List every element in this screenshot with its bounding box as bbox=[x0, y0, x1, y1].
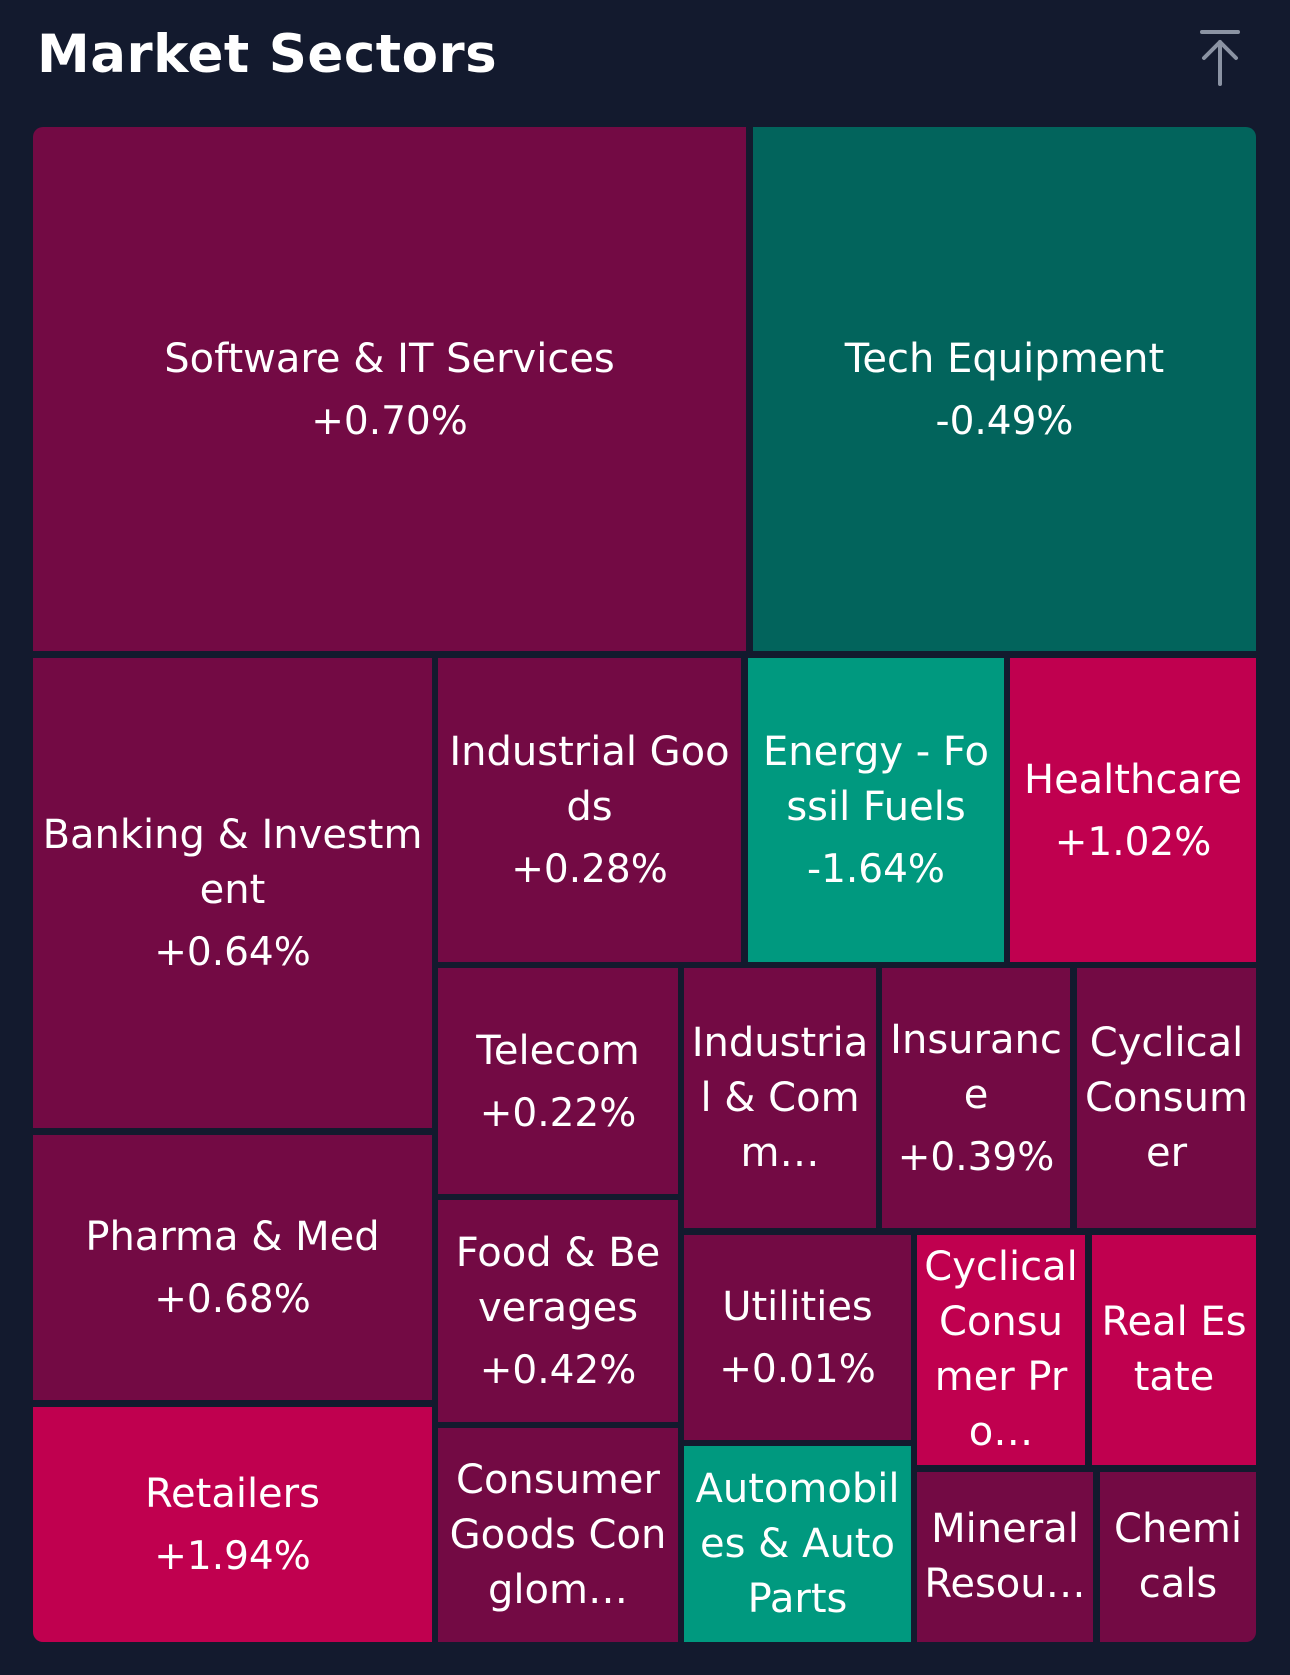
sector-tile-food-beverages[interactable]: Food & Beverages +0.42% bbox=[438, 1200, 678, 1422]
sector-name: Utilities bbox=[722, 1284, 873, 1330]
sector-tile-utilities[interactable]: Utilities +0.01% bbox=[684, 1235, 911, 1440]
sector-change: +0.64% bbox=[154, 930, 311, 975]
sector-name: Cyclical Consumer bbox=[1085, 1019, 1248, 1176]
sector-name: Insurance bbox=[890, 1017, 1062, 1118]
sector-tile-mineral-resources[interactable]: Mineral Resou… bbox=[917, 1472, 1093, 1642]
sector-change: +1.02% bbox=[1054, 819, 1212, 865]
sector-name: Chemicals bbox=[1114, 1506, 1242, 1607]
sector-change: +0.22% bbox=[479, 1090, 637, 1136]
sector-change: +0.68% bbox=[154, 1277, 311, 1322]
sector-tile-cyclical-consumer-products[interactable]: Cyclical Consumer Pro… bbox=[917, 1235, 1085, 1465]
sector-tile-automobiles-auto-parts[interactable]: Automobiles & Auto Parts bbox=[684, 1446, 911, 1642]
sector-name: Food & Beverages bbox=[455, 1230, 661, 1331]
sector-tile-industrial-commercial[interactable]: Industrial & Comm… bbox=[684, 968, 876, 1228]
sector-name: Retailers bbox=[145, 1471, 320, 1517]
sector-change: +0.28% bbox=[511, 847, 668, 892]
sector-tile-healthcare[interactable]: Healthcare +1.02% bbox=[1010, 658, 1256, 962]
sector-name: Real Estate bbox=[1101, 1299, 1247, 1400]
sector-tile-retailers[interactable]: Retailers +1.94% bbox=[33, 1407, 432, 1642]
sector-change: -0.49% bbox=[935, 398, 1074, 444]
sector-tile-tech-equipment[interactable]: Tech Equipment -0.49% bbox=[753, 127, 1256, 651]
page-title: Market Sectors bbox=[37, 24, 498, 85]
scroll-to-top-button[interactable] bbox=[1192, 26, 1248, 88]
sector-name: Consumer Goods Conglom… bbox=[449, 1456, 667, 1613]
sector-tile-industrial-goods[interactable]: Industrial Goods +0.28% bbox=[438, 658, 741, 962]
arrow-up-to-line-icon bbox=[1200, 30, 1240, 86]
sector-change: +0.42% bbox=[479, 1348, 637, 1393]
sector-tile-chemicals[interactable]: Chemicals bbox=[1100, 1472, 1256, 1642]
sector-name: Energy - Fossil Fuels bbox=[763, 729, 989, 830]
sector-name: Automobiles & Auto Parts bbox=[695, 1465, 900, 1622]
sector-tile-banking-investment[interactable]: Banking & Investment +0.64% bbox=[33, 658, 432, 1128]
sector-tile-consumer-goods-conglomerates[interactable]: Consumer Goods Conglom… bbox=[438, 1428, 678, 1642]
sector-change: +0.70% bbox=[311, 398, 468, 444]
sector-change: +0.39% bbox=[897, 1135, 1055, 1180]
sector-tile-telecom[interactable]: Telecom +0.22% bbox=[438, 968, 678, 1194]
sector-name: Industrial Goods bbox=[449, 729, 730, 830]
sector-tile-software-it[interactable]: Software & IT Services +0.70% bbox=[33, 127, 746, 651]
sector-tile-real-estate[interactable]: Real Estate bbox=[1092, 1235, 1256, 1465]
sector-name: Industrial & Comm… bbox=[691, 1019, 869, 1176]
sector-name: Cyclical Consumer Pro… bbox=[924, 1244, 1078, 1455]
sector-name: Pharma & Med bbox=[85, 1214, 380, 1260]
sector-tile-energy-fossil-fuels[interactable]: Energy - Fossil Fuels -1.64% bbox=[748, 658, 1004, 962]
sector-tile-insurance[interactable]: Insurance +0.39% bbox=[882, 968, 1070, 1228]
sector-name: Telecom bbox=[476, 1027, 640, 1074]
sector-change: -1.64% bbox=[807, 847, 945, 892]
sector-change: +0.01% bbox=[719, 1347, 876, 1392]
sector-name: Tech Equipment bbox=[844, 335, 1165, 382]
sector-tile-cyclical-consumer[interactable]: Cyclical Consumer bbox=[1077, 968, 1256, 1228]
sector-name: Software & IT Services bbox=[164, 335, 615, 382]
sector-name: Banking & Investment bbox=[42, 812, 423, 913]
sector-name: Healthcare bbox=[1023, 756, 1243, 803]
sector-tile-pharma-med[interactable]: Pharma & Med +0.68% bbox=[33, 1135, 432, 1400]
sector-name: Mineral Resou… bbox=[924, 1506, 1086, 1607]
sector-change: +1.94% bbox=[154, 1534, 311, 1579]
